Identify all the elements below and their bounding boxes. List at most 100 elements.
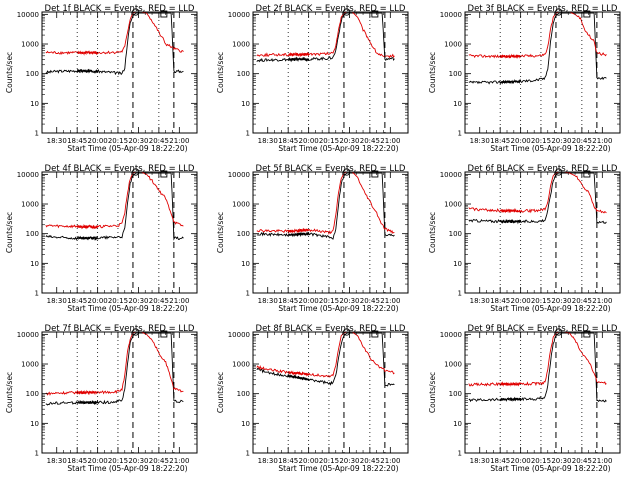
lld-series-line (468, 332, 607, 387)
x-tick-label: 20:30 (551, 457, 571, 465)
y-tick-label: 10000 (228, 171, 250, 179)
y-tick-label: 1 (35, 450, 39, 458)
y-tick-label: 10000 (17, 171, 39, 179)
panel-title: Det 2f BLACK = Events, RED = LLD (256, 4, 406, 14)
y-tick-label: 1000 (232, 201, 250, 209)
x-tick-label: 21:00 (592, 297, 612, 305)
x-tick-label: 20:30 (551, 297, 571, 305)
x-tick-label: 20:15 (531, 297, 551, 305)
x-tick-label: 20:00 (511, 457, 531, 465)
y-tick-label: 10 (30, 100, 39, 108)
y-tick-label: 10 (30, 260, 39, 268)
square-marker (371, 170, 379, 178)
y-tick-label: 10000 (440, 11, 462, 19)
y-tick-label: 1000 (444, 201, 462, 209)
x-tick-label: 18:45 (490, 457, 510, 465)
y-tick-label: 1000 (444, 361, 462, 369)
x-tick-label: 21:00 (380, 137, 400, 145)
x-tick-label: 20:15 (108, 297, 128, 305)
panel-5: Det 5f BLACK = Events, RED = LLD 1 10 100 10… (216, 164, 409, 313)
x-tick-label: 20:30 (128, 297, 148, 305)
x-tick-label: 20:00 (511, 297, 531, 305)
x-axis-label: Start Time (05-Apr-09 18:22:20) (278, 144, 398, 153)
x-tick-label: 21:00 (380, 457, 400, 465)
x-tick-label: 20:00 (88, 297, 108, 305)
events-series-line (45, 12, 184, 76)
square-marker (583, 170, 591, 178)
x-tick-label: 21:00 (169, 137, 189, 145)
y-tick-label: 10 (30, 420, 39, 428)
x-tick-label: 18:45 (67, 137, 87, 145)
panel-title: Det 4f BLACK = Events, RED = LLD (45, 164, 195, 174)
y-tick-label: 1 (246, 130, 250, 138)
y-axis-label: Counts/sec (5, 52, 14, 93)
lld-series-line (256, 12, 395, 59)
y-tick-label: 10000 (228, 11, 250, 19)
axes-frame (464, 11, 621, 134)
square-marker (160, 170, 168, 178)
x-tick-label: 20:15 (319, 457, 339, 465)
square-marker (160, 330, 168, 338)
x-tick-label: 20:15 (531, 457, 551, 465)
panel-title: Det 1f BLACK = Events, RED = LLD (45, 4, 195, 14)
y-tick-label: 100 (237, 230, 250, 238)
axes-frame (464, 331, 621, 454)
y-tick-label: 10 (241, 100, 250, 108)
x-tick-label: 18:30 (47, 137, 67, 145)
x-tick-label: 21:00 (169, 297, 189, 305)
lld-series-line (468, 172, 607, 214)
panel-title: Det 7f BLACK = Events, RED = LLD (45, 324, 195, 334)
axes-frame (41, 331, 198, 454)
x-tick-label: 20:45 (149, 137, 169, 145)
x-axis-label: Start Time (05-Apr-09 18:22:20) (67, 304, 187, 313)
y-tick-label: 1000 (21, 201, 39, 209)
y-tick-label: 10 (241, 420, 250, 428)
y-tick-label: 10000 (440, 171, 462, 179)
y-tick-label: 10 (241, 260, 250, 268)
x-axis-label: Start Time (05-Apr-09 18:22:20) (490, 464, 610, 473)
x-tick-label: 20:00 (299, 457, 319, 465)
square-marker (583, 330, 591, 338)
lld-series-line (45, 12, 184, 56)
x-tick-label: 20:45 (572, 457, 592, 465)
events-series-line (45, 172, 184, 241)
x-tick-label: 20:15 (108, 457, 128, 465)
y-tick-label: 1 (35, 130, 39, 138)
y-tick-label: 1 (246, 450, 250, 458)
x-tick-label: 18:45 (278, 297, 298, 305)
x-axis-label: Start Time (05-Apr-09 18:22:20) (490, 304, 610, 313)
y-tick-label: 100 (449, 230, 462, 238)
events-series-line (256, 332, 395, 387)
y-tick-label: 10 (453, 420, 462, 428)
x-tick-label: 18:45 (278, 137, 298, 145)
x-axis-label: Start Time (05-Apr-09 18:22:20) (490, 144, 610, 153)
y-tick-label: 100 (237, 70, 250, 78)
y-tick-label: 100 (237, 390, 250, 398)
axes-frame (252, 171, 409, 294)
panel-title: Det 8f BLACK = Events, RED = LLD (256, 324, 406, 334)
x-tick-label: 20:45 (360, 297, 380, 305)
panel-2: Det 2f BLACK = Events, RED = LLD 1 10 100 10… (216, 4, 409, 153)
x-tick-label: 20:45 (149, 457, 169, 465)
y-tick-label: 10000 (17, 11, 39, 19)
y-tick-label: 100 (26, 70, 39, 78)
square-marker (371, 330, 379, 338)
panel-8: Det 8f BLACK = Events, RED = LLD 1 10 100 10… (216, 324, 409, 473)
x-tick-label: 20:30 (339, 457, 359, 465)
x-tick-label: 20:00 (299, 297, 319, 305)
x-tick-label: 20:00 (88, 137, 108, 145)
y-tick-label: 100 (449, 70, 462, 78)
y-axis-label: Counts/sec (428, 212, 437, 253)
axes-frame (41, 171, 198, 294)
panel-7: Det 7f BLACK = Events, RED = LLD 1 10 100 10… (5, 324, 198, 473)
y-tick-label: 1000 (232, 41, 250, 49)
y-tick-label: 1000 (21, 41, 39, 49)
events-series-line (45, 332, 184, 406)
y-tick-label: 1 (246, 290, 250, 298)
x-tick-label: 20:45 (572, 137, 592, 145)
events-series-line (468, 172, 607, 225)
x-tick-label: 20:00 (88, 457, 108, 465)
y-tick-label: 100 (26, 390, 39, 398)
panel-title: Det 3f BLACK = Events, RED = LLD (468, 4, 618, 14)
square-marker (160, 10, 168, 18)
